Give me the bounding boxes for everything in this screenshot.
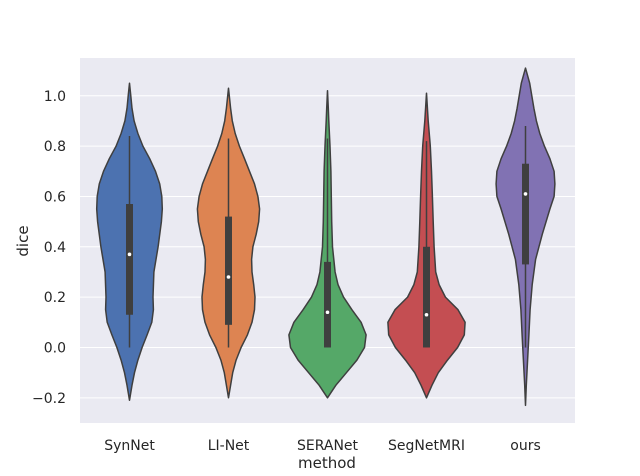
violin-seranet <box>288 89 367 399</box>
violins <box>95 67 556 407</box>
x-tick-label: SERANet <box>297 438 359 454</box>
y-axis-ticks: −0.2 0.0 0.2 0.4 0.6 0.8 1.0 <box>32 89 66 407</box>
violin-segnetmri <box>387 92 466 399</box>
iqr-box <box>423 246 430 348</box>
y-tick-label: 0.2 <box>44 290 66 306</box>
y-tick-label: 1.0 <box>44 89 66 105</box>
x-tick-label: LI-Net <box>208 438 250 454</box>
y-tick-label: 0.4 <box>44 240 66 256</box>
x-tick-label: ours <box>510 438 541 454</box>
y-tick-label: 0.6 <box>44 189 66 205</box>
violin-li-net <box>196 87 261 399</box>
violin-ours <box>495 67 556 407</box>
median-point <box>127 252 132 257</box>
median-point <box>424 312 429 317</box>
median-point <box>226 275 231 279</box>
iqr-box <box>522 163 529 265</box>
iqr-box <box>126 204 133 315</box>
y-tick-label: 0.8 <box>44 139 66 155</box>
x-axis-ticks: SynNet LI-Net SERANet SegNetMRI ours <box>104 438 541 454</box>
median-point <box>523 192 528 196</box>
x-tick-label: SynNet <box>104 438 155 454</box>
y-tick-label: 0.0 <box>44 340 66 356</box>
median-point <box>325 310 330 315</box>
iqr-box <box>324 261 331 348</box>
y-axis-label: dice <box>14 225 32 256</box>
x-axis-label: method <box>298 454 356 472</box>
x-tick-label: SegNetMRI <box>388 438 465 454</box>
violin-synnet <box>95 82 164 402</box>
y-tick-label: −0.2 <box>32 391 66 407</box>
iqr-box <box>225 216 232 325</box>
